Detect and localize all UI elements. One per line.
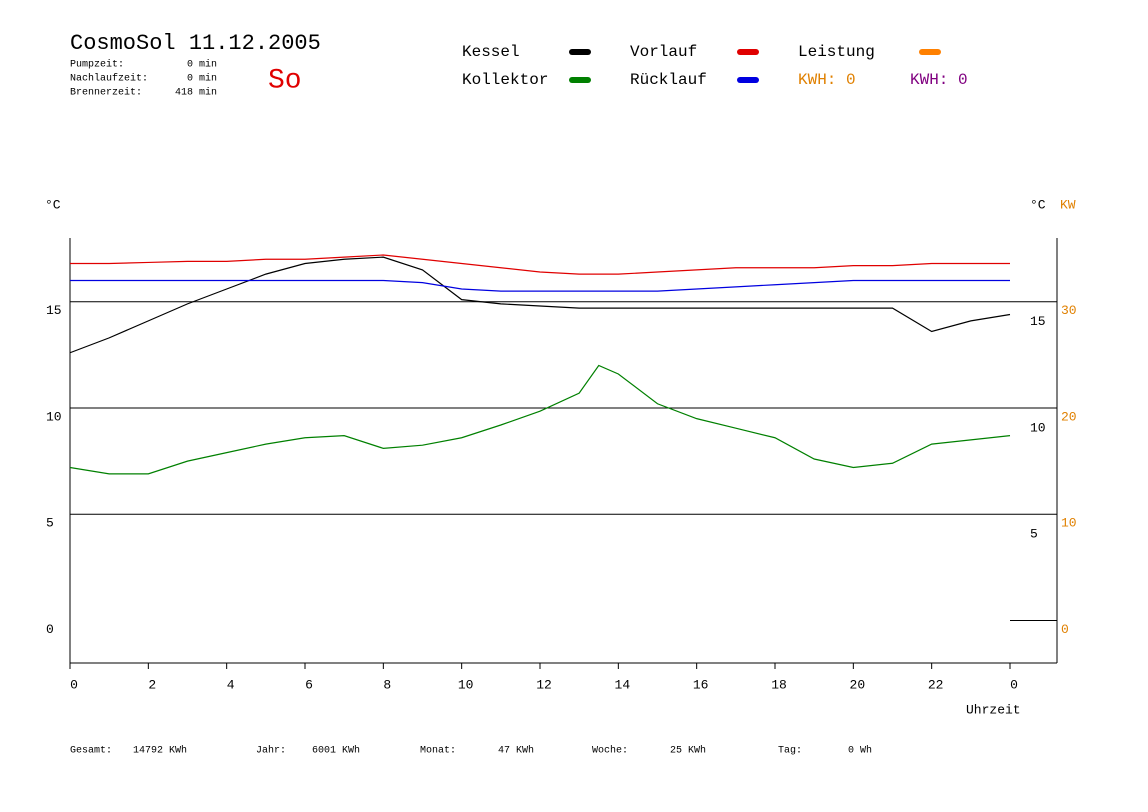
y2-axis-label: KW (1060, 197, 1076, 212)
x-tick-label: 2 (148, 677, 156, 692)
y-tick-label: 15 (46, 303, 62, 318)
x-tick-label: 8 (383, 677, 391, 692)
footer-value: 47 KWh (498, 745, 534, 757)
footer-label: Tag: (778, 746, 802, 757)
footer-label: Gesamt: (70, 746, 112, 757)
y-tick-label: 5 (46, 516, 54, 531)
y2-tick-label: 20 (1061, 409, 1077, 424)
legend-label: Leistung (798, 43, 875, 61)
series-line (70, 254, 1010, 275)
x-tick-label: 20 (850, 677, 866, 692)
y-axis-label: °C (45, 197, 61, 212)
y2-tick-label: 10 (1061, 516, 1077, 531)
x-tick-label: 6 (305, 677, 313, 692)
y-tick-label: 0 (46, 622, 54, 637)
series-line (69, 364, 1011, 475)
x-tick-label: 4 (227, 677, 235, 692)
x-tick-label: 0 (1010, 677, 1018, 692)
info-label: Pumpzeit: (70, 59, 124, 71)
footer-value: 0 Wh (848, 745, 872, 757)
series-line (69, 256, 1011, 354)
y2-tick-label: 0 (1061, 622, 1069, 637)
day-label: So (268, 65, 302, 96)
legend-label: Kessel (462, 43, 520, 61)
legend-label: Vorlauf (630, 43, 697, 61)
y2-tick-label: 30 (1061, 303, 1077, 318)
y-right-axis-label: °C (1030, 197, 1046, 212)
x-tick-label: 12 (536, 677, 552, 692)
x-tick-label: 22 (928, 677, 944, 692)
y-right-tick-label: 10 (1030, 420, 1046, 435)
x-tick-label: 18 (771, 677, 787, 692)
footer-label: Jahr: (256, 745, 286, 757)
info-label: Nachlaufzeit: (70, 73, 148, 85)
series-line (70, 279, 1010, 292)
footer-label: Monat: (420, 746, 456, 757)
footer-value: 14792 KWh (133, 745, 187, 757)
y-right-tick-label: 15 (1030, 314, 1046, 329)
info-value: 418 min (175, 87, 217, 99)
y-tick-label: 10 (46, 409, 62, 424)
kwh-label: KWH: 0 (798, 71, 856, 89)
y-right-tick-label: 5 (1030, 527, 1038, 542)
footer-value: 25 KWh (670, 745, 706, 757)
footer-value: 6001 KWh (312, 745, 360, 757)
legend-label: Rücklauf (630, 71, 707, 89)
info-label: Brennerzeit: (70, 87, 142, 99)
legend-label: Kollektor (462, 71, 548, 89)
x-tick-label: 0 (70, 677, 78, 692)
x-tick-label: 10 (458, 677, 474, 692)
info-value: 0 min (187, 59, 217, 71)
kwh-label: KWH: 0 (910, 71, 968, 89)
x-tick-label: 14 (615, 677, 631, 692)
footer-label: Woche: (592, 745, 628, 757)
info-value: 0 min (187, 73, 217, 85)
x-axis-label: Uhrzeit (966, 702, 1021, 717)
x-tick-label: 16 (693, 677, 709, 692)
chart-title: CosmoSol 11.12.2005 (70, 31, 321, 56)
